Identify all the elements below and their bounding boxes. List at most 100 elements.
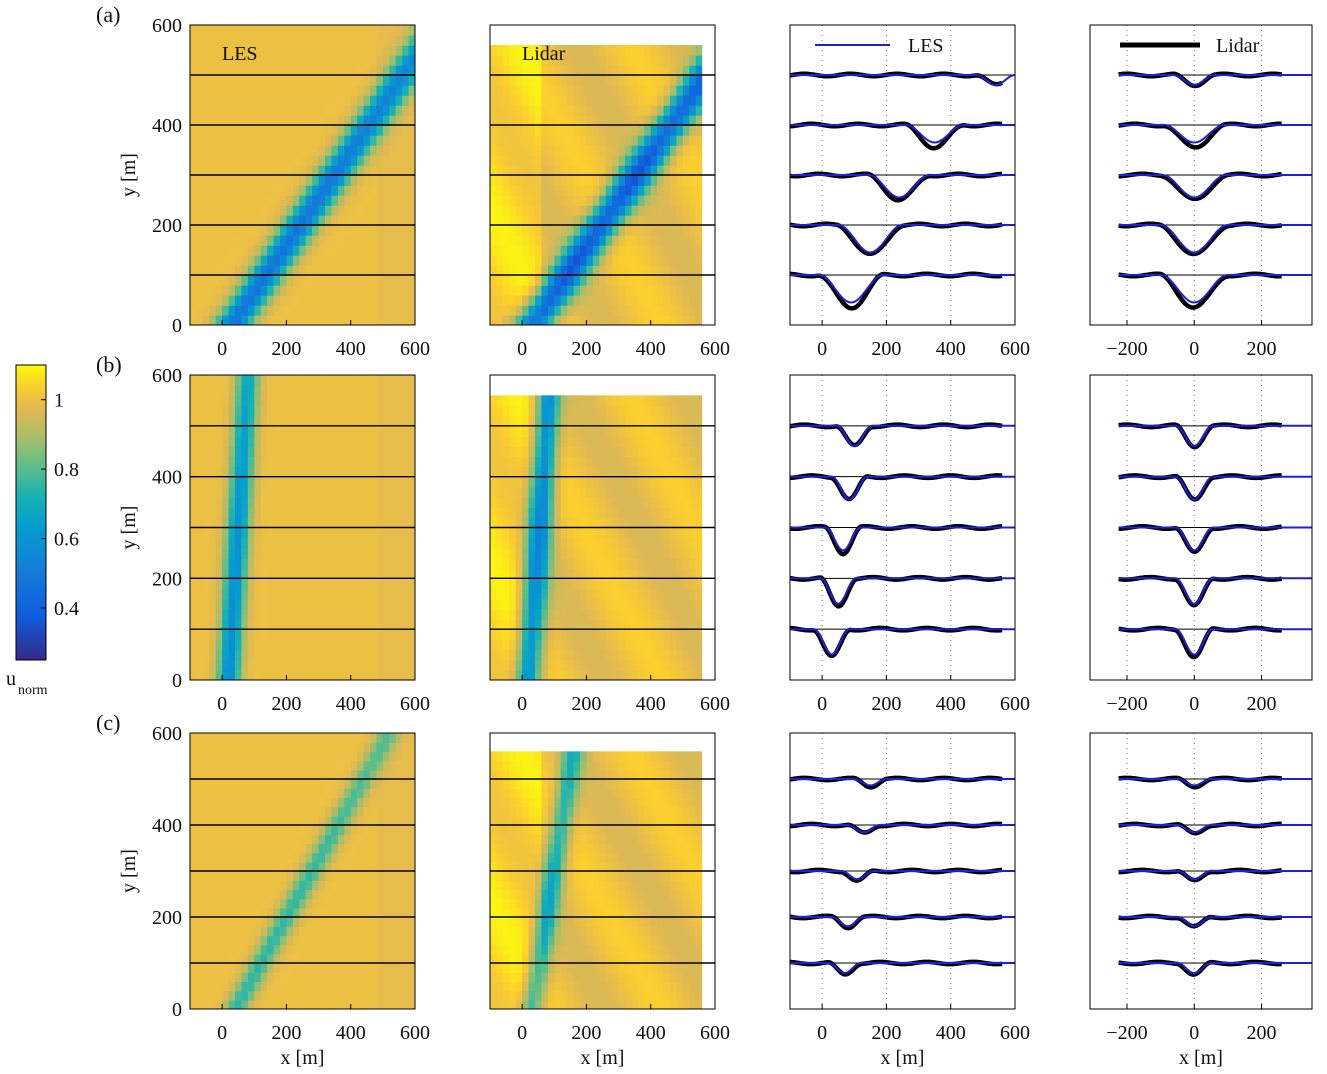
les-cell [280,215,287,226]
les-cell [222,245,229,256]
lidar-cell [567,145,574,156]
les-cell [267,945,274,955]
les-cell [402,487,409,498]
lidar-cell [638,95,645,106]
lidar-cell [535,538,542,549]
lidar-cell [664,75,671,86]
les-cell [190,215,197,226]
les-cell [396,395,403,406]
lidar-cell [593,395,600,406]
les-cell [312,385,319,396]
les-cell [312,477,319,488]
les-cell [351,660,358,671]
lidar-cell [651,55,658,66]
les-cell [222,589,229,600]
les-cell [241,517,248,528]
les-cell [203,135,210,146]
lidar-cell [606,195,613,206]
les-cell [312,619,319,630]
lidar-cell [586,538,593,549]
les-cell [364,619,371,630]
les-cell [402,165,409,176]
les-cell [286,1000,293,1010]
les-cell [306,568,313,579]
les-cell [325,65,332,76]
lidar-cell [516,538,523,549]
les-cell [190,871,197,881]
les-cell [222,477,229,488]
lidar-cell [631,255,638,266]
lidar-cell [529,125,536,136]
les-cell [286,245,293,256]
colorbar-tick-label: 0.6 [54,529,79,551]
les-cell [389,205,396,216]
lidar-cell [599,619,606,630]
les-cell [396,963,403,973]
lidar-cell [702,135,709,146]
lidar-cell [606,65,613,76]
lidar-cell [516,195,523,206]
les-cell [190,436,197,447]
les-cell [338,507,345,518]
lidar-cell [574,305,581,316]
les-cell [267,65,274,76]
lidar-cell [664,589,671,600]
les-cell [196,538,203,549]
les-cell [338,660,345,671]
les-cell [351,548,358,559]
les-cell [190,889,197,899]
les-cell [293,375,300,386]
les-cell [222,205,229,216]
les-cell [229,406,236,417]
les-cell [351,195,358,206]
les-cell [216,853,223,863]
les-cell [312,145,319,156]
lidar-cell [619,395,626,406]
lidar-cell [689,477,696,488]
les-cell [389,275,396,286]
les-cell [222,871,229,881]
les-cell [383,225,390,236]
lidar-cell [509,416,516,427]
les-cell [331,991,338,1001]
les-cell [319,456,326,467]
lidar-cell [612,245,619,256]
les-cell [338,456,345,467]
lidar-cell [580,165,587,176]
lidar-cell [516,135,523,146]
lidar-cell [593,25,600,36]
lidar-cell [490,609,497,620]
les-cell [209,467,216,478]
lidar-cell [664,305,671,316]
lidar-cell [496,619,503,630]
lidar-cell [509,375,516,386]
lidar-cell [619,436,626,447]
les-cell [209,315,216,326]
lidar-cell [503,155,510,166]
lidar-cell [683,275,690,286]
les-cell [312,255,319,266]
y-tick-label: 200 [152,568,182,590]
lidar-cell [503,145,510,156]
les-cell [376,862,383,872]
les-cell [203,155,210,166]
lidar-cell [535,406,542,417]
les-cell [376,265,383,276]
les-cell [216,926,223,936]
lidar-cell [503,315,510,326]
lidar-cell [644,487,651,498]
lidar-cell [689,568,696,579]
lidar-cell [599,670,606,681]
les-cell [267,25,274,36]
lidar-cell [535,375,542,386]
lidar-cell [516,265,523,276]
les-cell [402,205,409,216]
lidar-cell [535,416,542,427]
lidar-cell [664,456,671,467]
les-cell [274,507,281,518]
lidar-cell [619,548,626,559]
lidar-cell [683,629,690,640]
les-cell [338,315,345,326]
lidar-cell [561,165,568,176]
les-cell [396,467,403,478]
